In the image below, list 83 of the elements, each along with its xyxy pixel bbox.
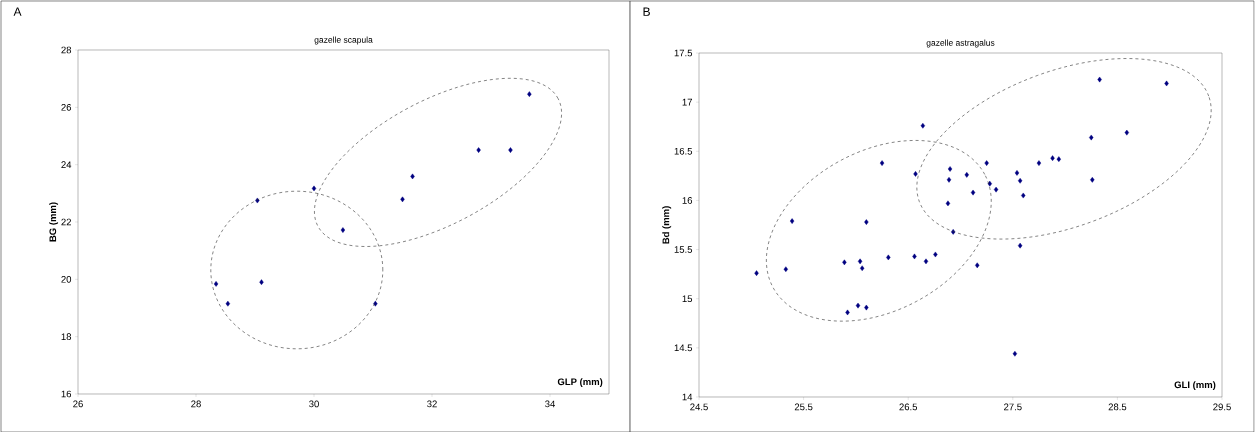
point <box>1036 160 1042 166</box>
point <box>1017 177 1023 184</box>
point <box>842 259 847 266</box>
point <box>947 166 953 172</box>
text: A <box>13 7 22 16</box>
x-axis-title: GLI (mm) <box>1174 381 1216 391</box>
point <box>964 172 969 178</box>
point <box>410 173 415 180</box>
point <box>1017 242 1023 249</box>
x-tick-label: 32 <box>427 400 437 408</box>
point <box>923 258 929 265</box>
point <box>508 147 513 153</box>
x-tick-label: 26.5 <box>899 403 918 411</box>
point <box>864 304 869 311</box>
x-tick-label: 28 <box>191 400 201 408</box>
y-tick-label: 24 <box>61 161 72 168</box>
point <box>400 196 405 203</box>
point <box>946 176 952 183</box>
point <box>879 160 885 166</box>
point <box>1090 176 1095 183</box>
point <box>340 227 346 233</box>
point <box>1056 156 1061 162</box>
x-tick-label: 29.5 <box>1213 403 1231 411</box>
point <box>1014 170 1020 176</box>
y-tick-label: 14.5 <box>674 344 693 352</box>
x-tick-label: 26 <box>73 400 83 408</box>
point <box>213 281 219 287</box>
point <box>1050 155 1055 161</box>
y-axis-title: Bd (mm) <box>662 206 672 244</box>
y-tick-label: 17.5 <box>674 49 693 57</box>
point <box>984 160 989 166</box>
x-tick-label: 25.5 <box>794 403 813 411</box>
point <box>476 147 481 153</box>
x-tick-label: 24.5 <box>690 403 708 411</box>
x-tick-label: 34 <box>545 400 556 408</box>
point <box>864 219 869 225</box>
y-tick-label: 15.5 <box>674 246 693 253</box>
y-tick-label: 28 <box>61 46 72 54</box>
y-tick-label: 26 <box>61 103 72 111</box>
point <box>527 91 532 97</box>
point <box>1021 192 1026 199</box>
y-tick-label: 16 <box>61 390 72 398</box>
x-tick-label: 30 <box>309 400 319 408</box>
point <box>857 258 863 265</box>
point <box>912 253 917 260</box>
y-tick-label: 17 <box>682 98 692 106</box>
y-tick-label: 16 <box>682 197 693 204</box>
point <box>1097 76 1102 83</box>
x-axis-title: GLP (mm) <box>557 378 603 388</box>
y-axis-title: BG (mm) <box>49 202 59 242</box>
point <box>860 265 865 272</box>
chart-title: gazelle astragalus <box>926 39 995 48</box>
point <box>783 266 788 273</box>
y-tick-label: 20 <box>61 275 72 283</box>
point <box>913 171 918 177</box>
y-tick-label: 18 <box>61 333 72 341</box>
point <box>886 254 891 261</box>
point <box>975 262 980 269</box>
point <box>225 300 231 307</box>
point <box>933 251 938 258</box>
chart-title: gazelle scapula <box>314 36 373 45</box>
text: B <box>643 7 650 16</box>
point <box>1164 80 1169 87</box>
y-tick-label: 15 <box>682 295 693 303</box>
point <box>970 189 976 196</box>
point <box>259 279 264 285</box>
point <box>855 302 861 309</box>
point <box>993 186 999 193</box>
point <box>789 218 795 224</box>
point <box>920 122 925 129</box>
x-tick-label: 27.5 <box>1004 403 1022 411</box>
point <box>311 185 317 192</box>
point <box>945 200 951 207</box>
y-tick-label: 22 <box>61 218 71 226</box>
point <box>1012 350 1018 357</box>
x-tick-label: 28.5 <box>1108 403 1127 411</box>
point <box>845 309 850 316</box>
point <box>754 270 759 276</box>
y-tick-label: 14 <box>682 393 693 401</box>
y-tick-label: 16.5 <box>674 147 693 155</box>
point <box>1089 134 1094 141</box>
point <box>1124 129 1129 136</box>
point <box>373 300 378 307</box>
